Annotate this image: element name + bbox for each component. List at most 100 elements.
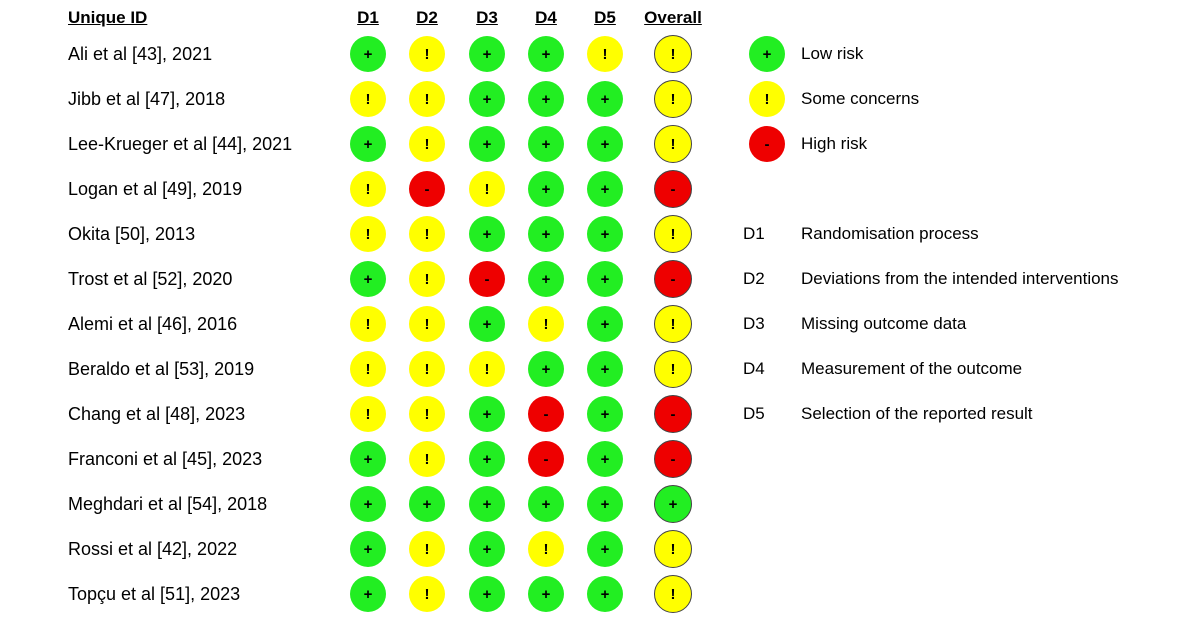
legend-low-label: Low risk	[801, 44, 864, 63]
risk-judgement-overall: -	[654, 395, 692, 433]
risk-judgement-d1: +	[350, 441, 386, 477]
legend-low-symbol: +	[749, 36, 785, 72]
risk-judgement-d1: !	[350, 306, 386, 342]
column-header-d4: D4	[535, 8, 557, 27]
study-label: Topçu et al [51], 2023	[68, 584, 241, 604]
risk-judgement-d5: !	[587, 36, 623, 72]
risk-judgement-d5: +	[587, 396, 623, 432]
risk-judgement-d3: +	[469, 576, 505, 612]
risk-judgement-d4: +	[528, 171, 564, 207]
study-label: Jibb et al [47], 2018	[68, 89, 226, 109]
study-label: Ali et al [43], 2021	[68, 44, 213, 64]
risk-judgement-d4: +	[528, 81, 564, 117]
risk-judgement-d2: !	[409, 396, 445, 432]
risk-judgement-d1: !	[350, 81, 386, 117]
risk-judgement-d3: -	[469, 261, 505, 297]
risk-judgement-d2: -	[409, 171, 445, 207]
risk-judgement-d3: +	[469, 81, 505, 117]
risk-judgement-d4: +	[528, 126, 564, 162]
risk-judgement-d1: !	[350, 171, 386, 207]
risk-judgement-overall: !	[654, 35, 692, 73]
column-header-unique-id: Unique ID	[68, 8, 148, 27]
risk-judgement-d3: !	[469, 351, 505, 387]
risk-judgement-d3: +	[469, 36, 505, 72]
study-label: Logan et al [49], 2019	[68, 179, 243, 199]
risk-judgement-d4: -	[528, 396, 564, 432]
domain-code-d4: D4	[743, 359, 765, 378]
risk-judgement-d3: +	[469, 216, 505, 252]
risk-judgement-d2: !	[409, 531, 445, 567]
risk-judgement-d4: !	[528, 531, 564, 567]
study-label: Lee-Krueger et al [44], 2021	[68, 134, 293, 154]
study-label: Okita [50], 2013	[68, 224, 196, 244]
risk-judgement-d3: +	[469, 396, 505, 432]
risk-judgement-d3: +	[469, 306, 505, 342]
risk-judgement-d2: +	[409, 486, 445, 522]
risk-judgement-d4: +	[528, 216, 564, 252]
column-header-d2: D2	[416, 8, 438, 27]
domain-definition-d3: Missing outcome data	[801, 314, 967, 333]
risk-judgement-d5: +	[587, 351, 623, 387]
column-header-overall: Overall	[644, 8, 702, 27]
risk-judgement-overall: -	[654, 260, 692, 298]
risk-judgement-d2: !	[409, 81, 445, 117]
risk-judgement-overall: -	[654, 440, 692, 478]
risk-judgement-d5: +	[587, 216, 623, 252]
risk-judgement-d1: !	[350, 216, 386, 252]
risk-judgement-d1: !	[350, 396, 386, 432]
risk-judgement-d4: +	[528, 261, 564, 297]
risk-judgement-d2: !	[409, 36, 445, 72]
risk-judgement-overall: !	[654, 80, 692, 118]
risk-judgement-d4: +	[528, 486, 564, 522]
risk-judgement-d3: +	[469, 486, 505, 522]
study-label: Trost et al [52], 2020	[68, 269, 233, 289]
risk-judgement-overall: -	[654, 170, 692, 208]
risk-judgement-overall: !	[654, 575, 692, 613]
risk-judgement-d3: +	[469, 126, 505, 162]
risk-judgement-d1: +	[350, 531, 386, 567]
domain-code-d5: D5	[743, 404, 765, 423]
risk-judgement-d5: +	[587, 306, 623, 342]
risk-judgement-d1: +	[350, 486, 386, 522]
risk-judgement-d5: +	[587, 171, 623, 207]
risk-judgement-d4: -	[528, 441, 564, 477]
risk-judgement-d1: +	[350, 261, 386, 297]
risk-judgement-d2: !	[409, 351, 445, 387]
legend-high-label: High risk	[801, 134, 868, 153]
risk-judgement-overall: !	[654, 215, 692, 253]
domain-definition-d4: Measurement of the outcome	[801, 359, 1023, 378]
risk-judgement-d1: +	[350, 576, 386, 612]
column-header-d5: D5	[594, 8, 616, 27]
study-label: Meghdari et al [54], 2018	[68, 494, 268, 514]
column-header-d1: D1	[357, 8, 379, 27]
risk-judgement-d2: !	[409, 261, 445, 297]
column-header-d3: D3	[476, 8, 498, 27]
study-label: Beraldo et al [53], 2019	[68, 359, 255, 379]
risk-judgement-overall: +	[654, 485, 692, 523]
risk-judgement-d5: +	[587, 486, 623, 522]
study-label: Franconi et al [45], 2023	[68, 449, 263, 469]
risk-judgement-d2: !	[409, 576, 445, 612]
risk-judgement-d4: +	[528, 351, 564, 387]
risk-judgement-overall: !	[654, 125, 692, 163]
risk-judgement-d4: +	[528, 36, 564, 72]
domain-code-d3: D3	[743, 314, 765, 333]
domain-code-d2: D2	[743, 269, 765, 288]
legend-some-label: Some concerns	[801, 89, 920, 108]
risk-judgement-overall: !	[654, 530, 692, 568]
risk-judgement-overall: !	[654, 350, 692, 388]
study-label: Alemi et al [46], 2016	[68, 314, 238, 334]
domain-definition-d2: Deviations from the intended interventio…	[801, 269, 1119, 288]
study-label: Chang et al [48], 2023	[68, 404, 246, 424]
risk-judgement-d4: !	[528, 306, 564, 342]
risk-judgement-d5: +	[587, 531, 623, 567]
risk-judgement-d5: +	[587, 441, 623, 477]
risk-judgement-d1: +	[350, 126, 386, 162]
risk-judgement-d2: !	[409, 216, 445, 252]
risk-judgement-overall: !	[654, 305, 692, 343]
risk-judgement-d2: !	[409, 441, 445, 477]
risk-judgement-d4: +	[528, 576, 564, 612]
risk-judgement-d3: +	[469, 531, 505, 567]
risk-judgement-d5: +	[587, 81, 623, 117]
legend-high-symbol: -	[749, 126, 785, 162]
